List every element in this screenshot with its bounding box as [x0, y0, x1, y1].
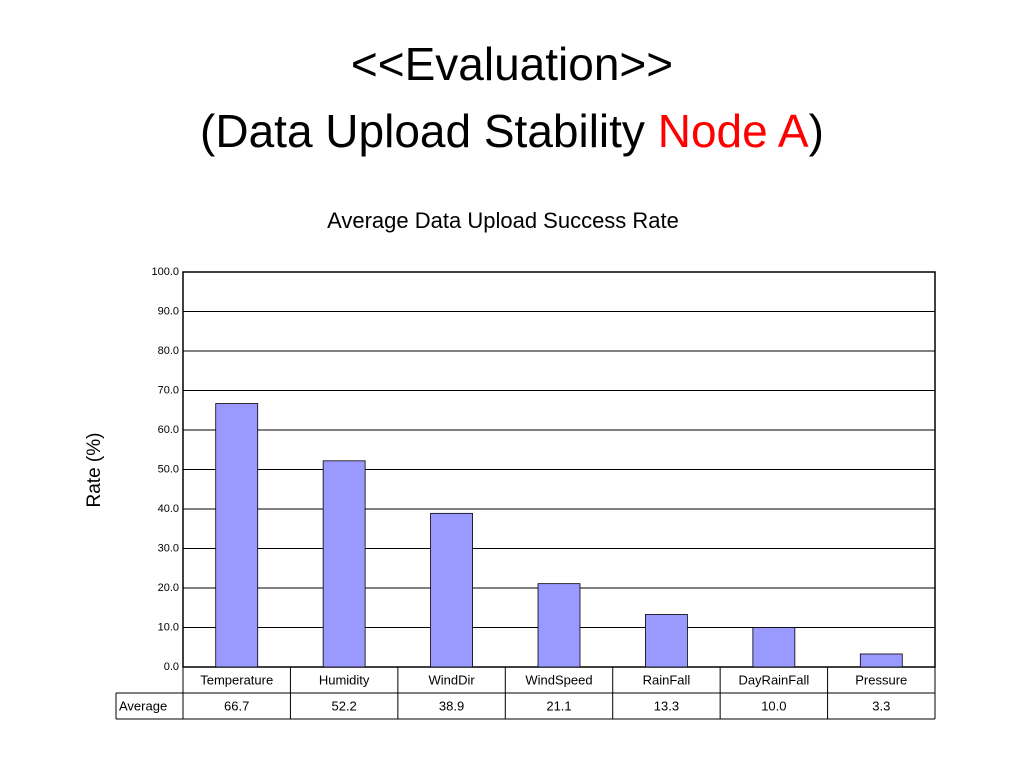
bar [645, 614, 688, 668]
subtitle-part: ) [809, 105, 824, 157]
bar [537, 583, 581, 668]
y-tick-label: 40.0 [158, 503, 179, 515]
bar [322, 460, 366, 668]
slide-title: <<Evaluation>> [351, 38, 673, 90]
slide-subtitle: (Data Upload Stability Node A) [200, 105, 824, 157]
bar [752, 627, 796, 668]
y-tick-label: 10.0 [158, 621, 179, 633]
bar [859, 653, 903, 668]
bar [430, 512, 473, 668]
y-tick-label: 20.0 [158, 582, 179, 594]
y-tick-label: 30.0 [158, 542, 179, 554]
x-tick-label: WindDir [428, 672, 475, 687]
value-label: 21.1 [546, 698, 571, 713]
bar [215, 403, 259, 668]
x-tick-label: Pressure [855, 672, 907, 687]
subtitle-part: (Data Upload Stability [200, 105, 658, 157]
x-tick-label: Temperature [200, 672, 273, 687]
value-label: 38.9 [439, 698, 464, 713]
y-tick-label: 100.0 [151, 266, 179, 278]
x-tick-label: RainFall [643, 672, 691, 687]
y-tick-label: 90.0 [158, 305, 179, 317]
x-tick-label: DayRainFall [738, 672, 809, 687]
y-tick-label: 0.0 [164, 661, 179, 673]
y-tick-label: 80.0 [158, 345, 179, 357]
value-label: 13.3 [654, 698, 679, 713]
y-tick-label: 60.0 [158, 424, 179, 436]
y-tick-label: 50.0 [158, 463, 179, 475]
y-tick-label: 70.0 [158, 384, 179, 396]
value-label: 66.7 [224, 698, 249, 713]
value-label: 52.2 [331, 698, 356, 713]
legend-label: Average [119, 698, 167, 713]
value-label: 3.3 [872, 698, 890, 713]
y-axis-label: Rate (%) [84, 433, 105, 508]
x-tick-label: Humidity [319, 672, 370, 687]
chart-title: Average Data Upload Success Rate [327, 208, 679, 233]
subtitle-highlight: Node A [658, 105, 809, 157]
value-label: 10.0 [761, 698, 786, 713]
x-tick-label: WindSpeed [525, 672, 592, 687]
